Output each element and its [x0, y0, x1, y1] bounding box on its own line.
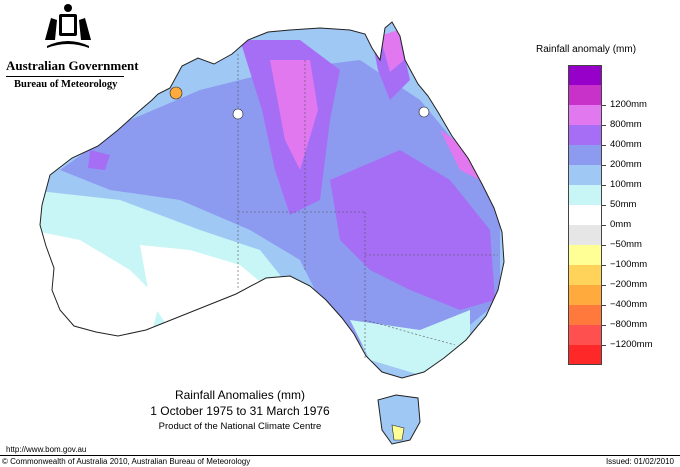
legend-label: −50mm — [610, 239, 642, 250]
coat-of-arms-icon — [45, 4, 91, 48]
legend-swatch — [568, 245, 602, 265]
legend-swatch — [568, 205, 602, 225]
region-800-1200mm-coast — [440, 130, 480, 180]
legend-swatch — [568, 65, 602, 85]
legend-label: −200mm — [610, 279, 648, 290]
legend-tick — [602, 265, 606, 266]
legend-label: −800mm — [610, 319, 648, 330]
region-800-1200mm-central — [270, 60, 318, 170]
legend-tick — [602, 345, 606, 346]
legend-label: 1200mm — [610, 99, 647, 110]
legend-label: 400mm — [610, 139, 642, 150]
legend-swatch — [568, 185, 602, 205]
legend-swatch — [568, 125, 602, 145]
tasmania-dry-patch — [391, 424, 405, 441]
legend-swatch — [568, 265, 602, 285]
copyright-text: © Commonwealth of Australia 2010, Austra… — [2, 457, 251, 466]
website-link[interactable]: http://www.bom.gov.au — [6, 445, 87, 454]
legend-swatch — [568, 225, 602, 245]
region-400-800mm-west — [88, 150, 110, 170]
region-50-100mm-se — [350, 310, 470, 375]
legend-tick — [602, 245, 606, 246]
legend-tick — [602, 305, 606, 306]
legend-title: Rainfall anomaly (mm) — [536, 44, 637, 55]
legend-label: 100mm — [610, 179, 642, 190]
issued-date: Issued: 01/02/2010 — [605, 457, 674, 466]
legend-tick — [602, 325, 606, 326]
caption-title: Rainfall Anomalies (mm) — [174, 388, 306, 402]
state-borders — [237, 54, 498, 360]
legend-swatch — [568, 105, 602, 125]
legend-tick — [602, 125, 606, 126]
legend-label: 50mm — [610, 199, 637, 210]
tasmania — [377, 394, 421, 445]
map-caption: Rainfall Anomalies (mm) 1 October 1975 t… — [90, 388, 390, 434]
legend-swatch — [568, 345, 602, 365]
kimberley-dry-spot — [169, 86, 183, 100]
legend-tick — [602, 185, 606, 186]
caption-dates: 1 October 1975 to 31 March 1976 — [150, 404, 330, 418]
legend-tick — [602, 105, 606, 106]
legend-tick — [602, 165, 606, 166]
qld-coast-spot — [418, 106, 430, 118]
legend-tick — [602, 205, 606, 206]
legend-swatch — [568, 325, 602, 345]
region-400-800mm-east — [330, 150, 495, 310]
region-200-400mm — [60, 60, 500, 360]
legend-swatch — [568, 305, 602, 325]
legend-label: 0mm — [610, 219, 632, 230]
legend-tick — [602, 225, 606, 226]
caption-product: Product of the National Climate Centre — [158, 421, 322, 432]
header-divider — [6, 76, 124, 77]
legend-label: 200mm — [610, 159, 642, 170]
legend-swatch — [568, 145, 602, 165]
legend-label: −400mm — [610, 299, 648, 310]
legend-swatch — [568, 85, 602, 105]
legend-swatch — [568, 165, 602, 185]
legend-tick — [602, 145, 606, 146]
footer-divider — [0, 455, 680, 456]
legend-tick — [602, 285, 606, 286]
legend-label: −100mm — [610, 259, 648, 270]
legend-label: −1200mm — [610, 339, 653, 350]
bureau-name: Bureau of Meteorology — [14, 79, 118, 90]
legend-label: 800mm — [610, 119, 642, 130]
legend-swatch — [568, 285, 602, 305]
region-800-1200mm-north — [380, 30, 404, 72]
nt-spot — [232, 108, 244, 120]
government-title: Australian Government — [6, 58, 139, 73]
